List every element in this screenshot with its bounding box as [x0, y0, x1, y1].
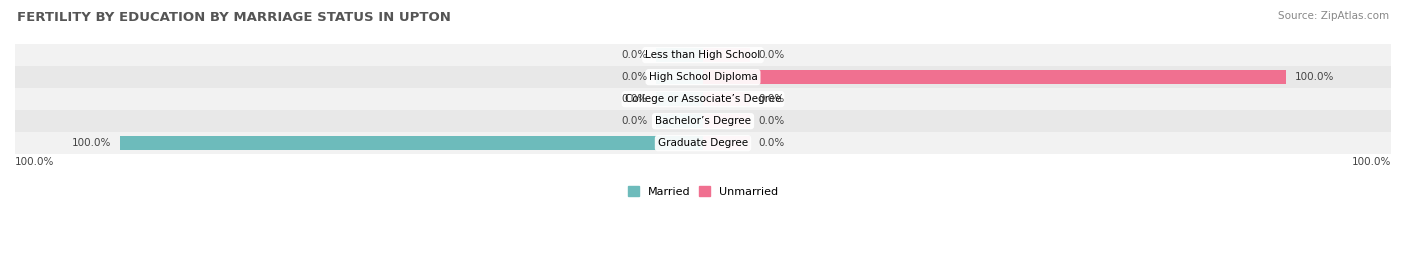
Text: Graduate Degree: Graduate Degree: [658, 138, 748, 148]
Text: 0.0%: 0.0%: [621, 50, 648, 60]
Bar: [657, 48, 703, 62]
Bar: [15, 66, 1391, 88]
Text: 0.0%: 0.0%: [758, 116, 785, 126]
Text: 100.0%: 100.0%: [1295, 72, 1334, 82]
Text: 100.0%: 100.0%: [72, 138, 111, 148]
Bar: [15, 132, 1391, 154]
Text: 100.0%: 100.0%: [1351, 157, 1391, 167]
Text: Source: ZipAtlas.com: Source: ZipAtlas.com: [1278, 11, 1389, 21]
Text: 100.0%: 100.0%: [15, 157, 55, 167]
Text: College or Associate’s Degree: College or Associate’s Degree: [624, 94, 782, 104]
Bar: [703, 114, 749, 128]
Text: 0.0%: 0.0%: [758, 50, 785, 60]
Text: FERTILITY BY EDUCATION BY MARRIAGE STATUS IN UPTON: FERTILITY BY EDUCATION BY MARRIAGE STATU…: [17, 11, 451, 24]
Bar: [703, 136, 749, 150]
Text: 0.0%: 0.0%: [621, 116, 648, 126]
Bar: [703, 92, 749, 106]
Bar: [657, 70, 703, 84]
Text: Bachelor’s Degree: Bachelor’s Degree: [655, 116, 751, 126]
Text: 0.0%: 0.0%: [621, 72, 648, 82]
Bar: [15, 110, 1391, 132]
Text: High School Diploma: High School Diploma: [648, 72, 758, 82]
Bar: [15, 44, 1391, 66]
Text: 0.0%: 0.0%: [621, 94, 648, 104]
Text: 0.0%: 0.0%: [758, 94, 785, 104]
Bar: [703, 70, 1286, 84]
Bar: [120, 136, 703, 150]
Bar: [657, 92, 703, 106]
Legend: Married, Unmarried: Married, Unmarried: [626, 184, 780, 199]
Bar: [15, 88, 1391, 110]
Text: Less than High School: Less than High School: [645, 50, 761, 60]
Bar: [703, 48, 749, 62]
Bar: [657, 114, 703, 128]
Text: 0.0%: 0.0%: [758, 138, 785, 148]
